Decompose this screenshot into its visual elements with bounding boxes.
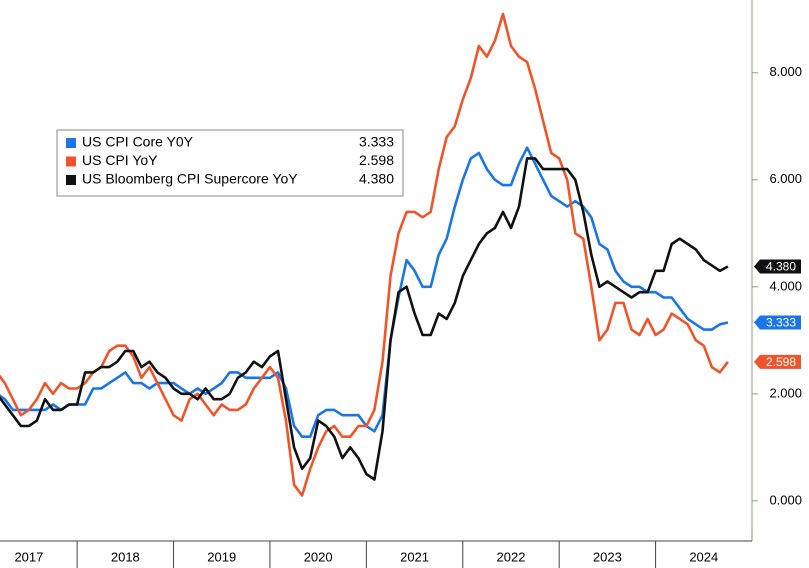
legend-box [56,129,404,197]
last-value-label: 3.333 [766,316,796,330]
last-value-tag [754,315,801,330]
y-tick-label: 4.000 [769,278,802,293]
legend-swatch [66,138,76,148]
legend-swatch [66,175,76,185]
legend-label: US Bloomberg CPI Supercore YoY [82,171,298,187]
legend-label: US CPI YoY [82,152,158,168]
legend-value: 2.598 [359,152,394,168]
x-tick-label: 2022 [497,549,526,564]
series-line [0,157,729,481]
last-value-tag [754,259,801,274]
y-tick-label: 2.000 [769,385,802,400]
legend: US CPI Core Y0Y 3.333 US CPI YoY 2.598 US Bl… [56,129,404,197]
x-tick-label: 2023 [593,549,622,564]
x-tick-label: 2017 [14,549,43,564]
plot-area [0,12,729,497]
x-tick-label: 2020 [304,549,333,564]
last-value-tag [754,354,801,369]
y-tick-label: 6.000 [769,171,802,186]
last-value-label: 2.598 [766,355,796,369]
last-value-label: 4.380 [766,260,796,274]
y-tick-label: 0.000 [769,492,802,507]
y-tick-label: 8.000 [769,64,802,79]
x-tick-label: 2021 [400,549,429,564]
legend-value: 3.333 [359,134,394,150]
legend-label: US CPI Core Y0Y [82,134,194,150]
series-line [0,146,729,438]
x-tick-label: 2019 [207,549,236,564]
series-line [0,12,729,497]
legend-value: 4.380 [359,171,394,187]
legend-swatch [66,156,76,167]
x-tick-label: 2024 [689,549,718,564]
x-tick-label: 2018 [111,549,140,564]
